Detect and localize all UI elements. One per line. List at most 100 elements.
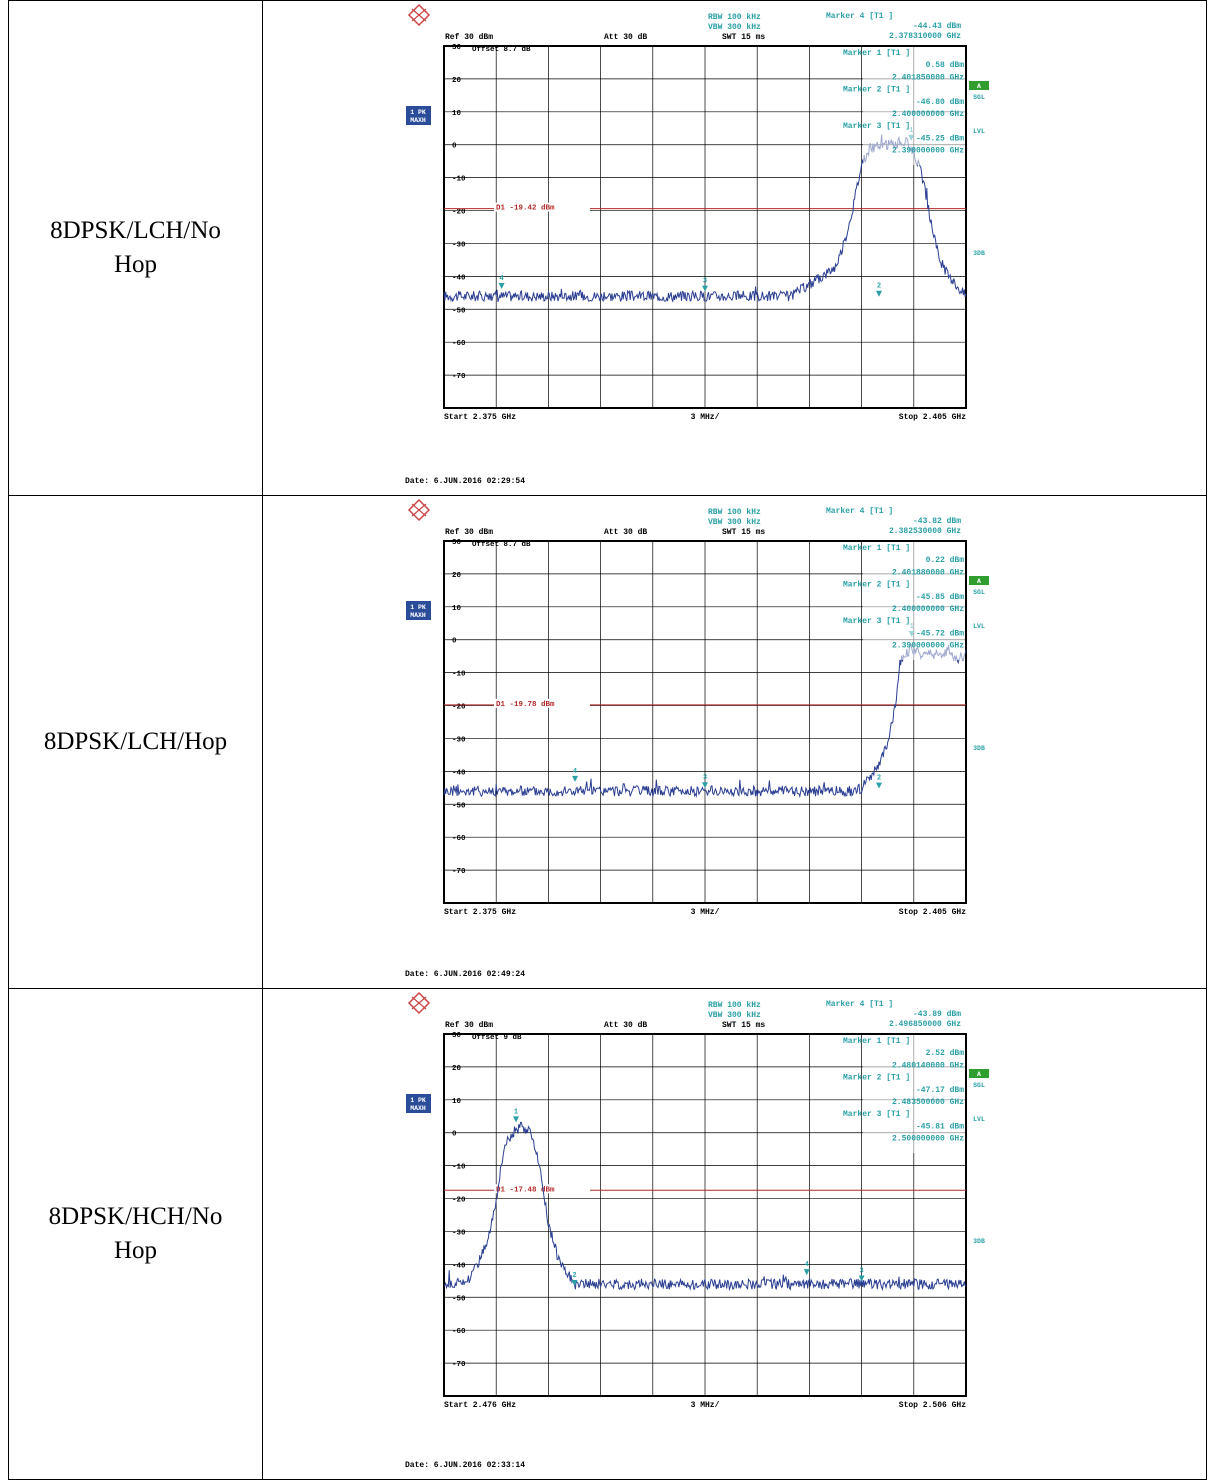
readout-line: 2.500000000 GHz — [892, 1135, 964, 1144]
y-tick-label: 10 — [452, 110, 462, 118]
marker-id: 3 — [703, 774, 707, 782]
marker-triangle — [876, 290, 882, 297]
readout-line: -46.80 dBm — [916, 98, 964, 107]
readout-line: Marker 3 [T1 ] — [843, 1110, 910, 1119]
table-row: 8DPSK/LCH/Hop RBW 100 kHz VBW 300 kHz SWT … — [8, 495, 1207, 989]
readout-line: 2.483500000 GHz — [892, 1098, 964, 1107]
swt-label: SWT 15 ms — [722, 33, 765, 42]
marker-id: 2 — [877, 775, 881, 783]
plot-cell: RBW 100 kHz VBW 300 kHz SWT 15 ms Ref 30 dB… — [262, 0, 1207, 496]
swt-label: SWT 15 ms — [722, 528, 765, 537]
marker-id: 3 — [703, 278, 707, 286]
y-tick-label: 0 — [452, 143, 457, 151]
marker-triangle — [702, 782, 708, 789]
marker-3: 3 — [858, 1267, 865, 1282]
readout-line: Marker 1 [T1 ] — [843, 1037, 910, 1046]
status-a-bg — [969, 576, 989, 585]
readout-line: 2.400000000 GHz — [892, 110, 964, 119]
readout-line: 2.390000000 GHz — [892, 642, 964, 651]
readout-line: Marker 3 [T1 ] — [843, 122, 910, 131]
y-tick-label: -10 — [452, 176, 466, 184]
readout-line: 2.401880000 GHz — [892, 568, 964, 577]
readout-line: 0.22 dBm — [926, 556, 965, 565]
rbw-label: RBW 100 kHz — [708, 1001, 761, 1010]
y-tick-label: 20 — [452, 572, 462, 580]
marker-readout: Marker 1 [T1 ] 0.58 dBm 2.401850000 GHz Mar… — [843, 47, 965, 165]
att-label: Att 30 dB — [604, 33, 647, 42]
y-tick-label: -60 — [452, 340, 466, 348]
y-tick-label: -20 — [452, 209, 466, 217]
y-tick-label: -60 — [452, 835, 466, 843]
y-tick-label: -20 — [452, 704, 466, 712]
mode-label-cell: 8DPSK/LCH/No Hop — [8, 0, 263, 496]
date-stamp: Date: 6.JUN.2016 02:49:24 — [405, 970, 525, 979]
vbw-label: VBW 300 kHz — [708, 23, 761, 32]
readout-line: -47.17 dBm — [916, 1086, 964, 1095]
marker4-level: -43.89 dBm — [913, 1010, 961, 1019]
y-tick-label: -50 — [452, 307, 466, 315]
marker-id: 2 — [877, 283, 881, 291]
status-a: A — [977, 83, 981, 90]
marker-id: 2 — [572, 1272, 576, 1280]
status-a: A — [977, 578, 981, 585]
readout-line: 2.52 dBm — [926, 1049, 965, 1058]
rs-logo — [407, 3, 431, 27]
stop-freq: Stop 2.506 GHz — [899, 1401, 966, 1410]
badge-line: MAXH — [410, 612, 426, 619]
y-tick-label: 0 — [452, 1131, 457, 1139]
marker-2: 2 — [876, 775, 882, 789]
mode-label-cell: 8DPSK/LCH/Hop — [8, 495, 263, 989]
y-tick-label: -40 — [452, 274, 466, 282]
y-tick-label: -40 — [452, 1262, 466, 1270]
status-sgl: SGL — [973, 94, 985, 101]
att-label: Att 30 dB — [604, 1021, 647, 1030]
marker-1: 1 — [513, 1108, 520, 1123]
status-3db: 3DB — [973, 250, 985, 257]
readout-line: Marker 2 [T1 ] — [843, 86, 910, 95]
readout-line: 2.401850000 GHz — [892, 73, 964, 82]
marker-readout: Marker 1 [T1 ] 2.52 dBm 2.480140000 GHz Mar… — [843, 1035, 965, 1153]
marker-4: 4 — [498, 275, 505, 289]
spectrum-trace — [443, 1121, 967, 1292]
y-tick-label: 10 — [452, 1098, 462, 1106]
start-freq: Start 2.476 GHz — [444, 1401, 516, 1410]
status-lvl: LVL — [973, 1116, 985, 1123]
date-stamp: Date: 6.JUN.2016 02:33:14 — [405, 1461, 525, 1470]
y-tick-label: 20 — [452, 1065, 462, 1073]
marker-triangle — [702, 285, 708, 292]
ref-label: Ref 30 dBm — [445, 1021, 493, 1030]
status-a: A — [977, 1071, 981, 1078]
marker-readout: Marker 1 [T1 ] 0.22 dBm 2.401880000 GHz Mar… — [843, 542, 965, 660]
marker-triangle — [572, 775, 579, 782]
span-div: 3 MHz/ — [691, 1401, 720, 1410]
logo-stripe — [411, 503, 427, 517]
rbw-label: RBW 100 kHz — [708, 13, 761, 22]
status-sgl: SGL — [973, 589, 985, 596]
start-freq: Start 2.375 GHz — [444, 908, 516, 917]
y-tick-label: -70 — [452, 1361, 466, 1369]
y-tick-label: -70 — [452, 373, 466, 381]
readout-line: Marker 2 [T1 ] — [843, 581, 910, 590]
spectrum-trace — [443, 642, 967, 799]
vbw-label: VBW 300 kHz — [708, 1011, 761, 1020]
readout-line: 2.480140000 GHz — [892, 1061, 964, 1070]
marker4-freq: 2.496850000 GHz — [889, 1020, 961, 1029]
marker-4: 4 — [803, 1261, 810, 1276]
marker-triangle — [858, 1275, 865, 1282]
status-3db: 3DB — [973, 745, 985, 752]
y-tick-label: -70 — [452, 868, 466, 876]
y-tick-label: 10 — [452, 605, 462, 613]
status-3db: 3DB — [973, 1238, 985, 1245]
start-freq: Start 2.375 GHz — [444, 413, 516, 422]
mode-label: 8DPSK/HCH/No Hop — [48, 1203, 223, 1264]
y-tick-label: -50 — [452, 802, 466, 810]
marker-id: 3 — [859, 1267, 863, 1275]
readout-bg — [863, 542, 965, 660]
d1-label-bg — [494, 202, 590, 212]
d1-label: D1 -17.48 dBm — [496, 1186, 555, 1194]
